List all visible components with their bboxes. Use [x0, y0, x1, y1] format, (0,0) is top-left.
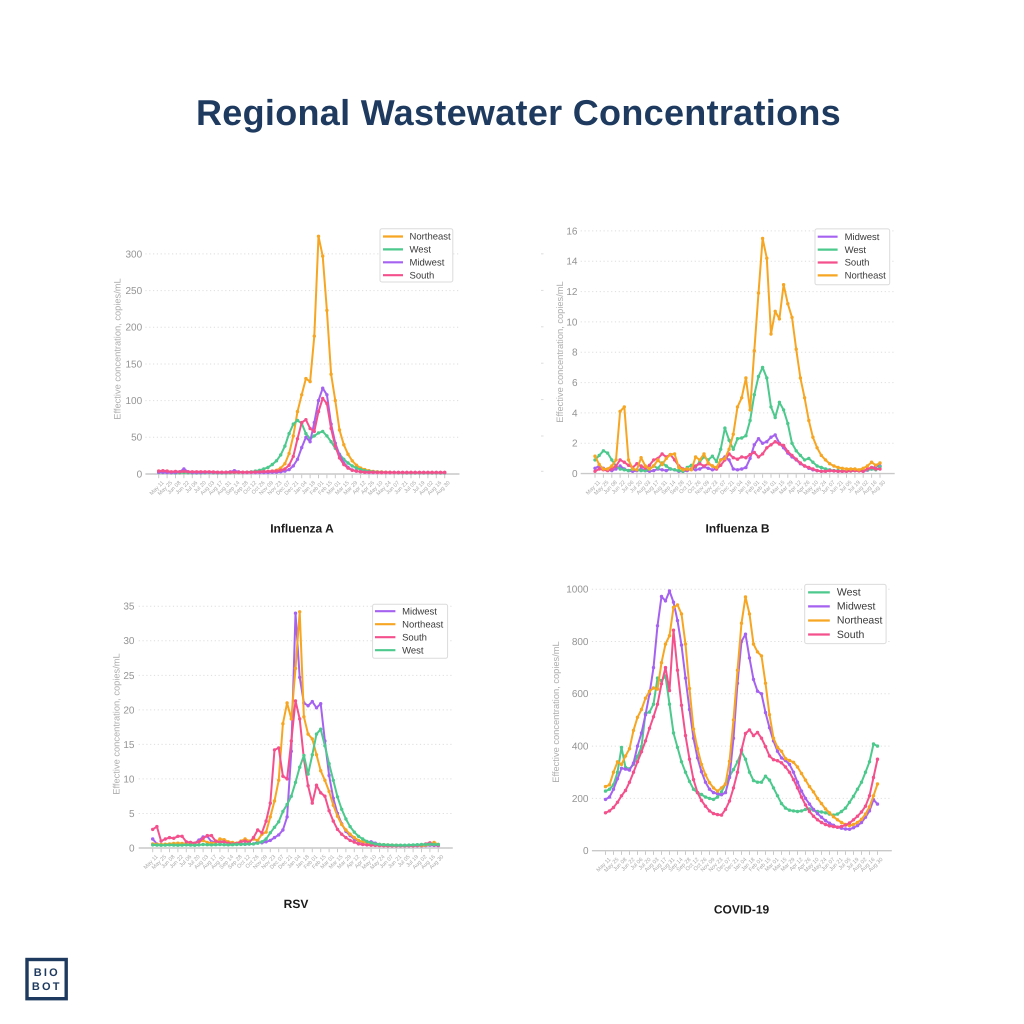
svg-text:6: 6 — [572, 378, 578, 389]
svg-text:West: West — [402, 645, 424, 656]
svg-text:25: 25 — [123, 671, 135, 682]
svg-text:0: 0 — [129, 843, 135, 854]
svg-text:35: 35 — [123, 602, 135, 613]
svg-text:4: 4 — [572, 408, 578, 419]
svg-text:Midwest: Midwest — [845, 232, 880, 243]
svg-text:RSV: RSV — [284, 897, 309, 911]
svg-text:West: West — [845, 245, 867, 256]
svg-text:Midwest: Midwest — [837, 601, 876, 613]
svg-text:Effective concentration, copie: Effective concentration, copies/mL — [551, 641, 561, 782]
svg-text:South: South — [837, 629, 865, 641]
svg-text:150: 150 — [126, 359, 143, 370]
svg-text:12: 12 — [566, 287, 578, 298]
svg-text:West: West — [410, 245, 432, 256]
svg-text:Effective concentration, copie: Effective concentration, copies/mL — [555, 281, 565, 422]
svg-text:Influenza A: Influenza A — [270, 522, 334, 536]
svg-text:200: 200 — [126, 323, 143, 334]
svg-text:16: 16 — [566, 226, 578, 237]
svg-text:West: West — [837, 587, 861, 599]
svg-text:BIO: BIO — [34, 967, 60, 979]
svg-text:South: South — [402, 632, 427, 643]
svg-text:1000: 1000 — [566, 585, 589, 596]
svg-text:250: 250 — [126, 286, 143, 297]
svg-text:Influenza B: Influenza B — [705, 522, 769, 536]
svg-text:300: 300 — [126, 249, 143, 260]
svg-text:0: 0 — [583, 846, 589, 857]
svg-text:Effective concentration, copie: Effective concentration, copies/mL — [112, 653, 122, 794]
svg-text:800: 800 — [572, 637, 589, 648]
svg-text:Northeast: Northeast — [402, 619, 444, 630]
svg-text:South: South — [410, 270, 435, 281]
svg-text:10: 10 — [123, 774, 135, 785]
svg-text:2: 2 — [572, 439, 578, 450]
svg-text:0: 0 — [137, 469, 143, 480]
svg-text:South: South — [845, 258, 870, 269]
svg-text:15: 15 — [123, 740, 135, 751]
svg-text:200: 200 — [572, 794, 589, 805]
svg-text:100: 100 — [126, 396, 143, 407]
svg-text:8: 8 — [572, 348, 578, 359]
svg-text:Regional Wastewater Concentrat: Regional Wastewater Concentrations — [196, 92, 841, 133]
svg-text:Northeast: Northeast — [845, 271, 887, 282]
svg-text:20: 20 — [123, 705, 135, 716]
svg-text:5: 5 — [129, 809, 135, 820]
svg-text:0: 0 — [572, 469, 578, 480]
svg-text:10: 10 — [566, 317, 578, 328]
svg-text:BOT: BOT — [32, 981, 62, 993]
svg-text:Northeast: Northeast — [837, 615, 883, 627]
svg-text:Northeast: Northeast — [410, 232, 452, 243]
svg-text:600: 600 — [572, 689, 589, 700]
svg-text:Midwest: Midwest — [410, 258, 445, 269]
svg-text:50: 50 — [131, 433, 143, 444]
svg-text:Effective concentration, copie: Effective concentration, copies/mL — [113, 278, 123, 419]
svg-text:Midwest: Midwest — [402, 606, 437, 617]
svg-text:30: 30 — [123, 636, 135, 647]
svg-text:14: 14 — [566, 257, 578, 268]
svg-text:COVID-19: COVID-19 — [714, 903, 770, 917]
svg-text:400: 400 — [572, 742, 589, 753]
